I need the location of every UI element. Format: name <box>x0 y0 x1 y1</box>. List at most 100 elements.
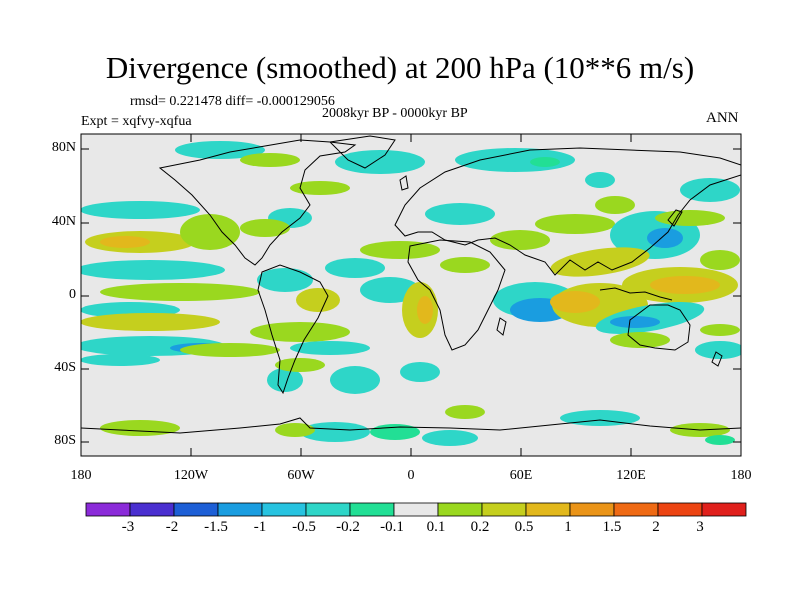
anomaly-region <box>290 181 350 195</box>
experiment-label: Expt = xqfvy-xqfua <box>81 114 192 129</box>
colorbar-swatch <box>525 502 571 517</box>
colorbar-label: -1 <box>253 519 267 535</box>
anomaly-region <box>180 214 240 250</box>
coastline-south-america <box>257 264 329 395</box>
coastline-new-zealand <box>711 351 723 367</box>
x-tick-label: 180 <box>730 468 752 483</box>
colorbar-label: 1 <box>564 519 572 535</box>
anomaly-region <box>100 283 260 301</box>
anomaly-region <box>610 316 660 328</box>
anomaly-region <box>417 296 433 324</box>
anomaly-region <box>647 228 683 248</box>
y-tick-label: 80N <box>51 140 76 155</box>
anomaly-region <box>335 150 425 174</box>
colorbar-swatch <box>173 502 219 517</box>
period-label: 2008kyr BP - 0000kyr BP <box>322 106 468 121</box>
anomaly-region <box>300 422 370 442</box>
colorbar-label: 1.5 <box>602 519 622 535</box>
anomaly-region <box>240 219 290 237</box>
y-ticks <box>81 148 741 443</box>
colorbar-swatch <box>481 502 527 517</box>
coastline-uk <box>399 175 409 191</box>
colorbar-label: 2 <box>652 519 660 535</box>
coastline-antarctica <box>81 417 741 434</box>
anomaly-region <box>267 368 303 392</box>
colorbar-swatch <box>569 502 615 517</box>
anomaly-region <box>275 423 315 437</box>
colorbar-swatch <box>217 502 263 517</box>
colorbar-label: -0.1 <box>380 519 404 535</box>
coastline-north-america <box>158 139 357 266</box>
x-tick-label: 60W <box>287 468 315 483</box>
coastline-indonesia <box>599 287 673 301</box>
y-tick-label: 40S <box>54 360 76 375</box>
anomaly-region <box>705 435 735 445</box>
anomaly-region <box>296 288 340 312</box>
anomaly-region <box>100 236 150 248</box>
anomaly-region <box>290 341 370 355</box>
coastline-madagascar <box>496 317 507 336</box>
anomaly-region <box>175 141 265 159</box>
colorbar-label: -3 <box>121 519 135 535</box>
anomaly-region <box>425 203 495 225</box>
anomaly-region <box>81 260 225 280</box>
anomaly-region <box>535 214 615 234</box>
colorbar-label: -1.5 <box>204 519 228 535</box>
x-tick-label: 120E <box>616 468 646 483</box>
colorbar-label: 0.2 <box>470 519 490 535</box>
coastline-australia <box>627 304 691 351</box>
colorbar-label: 3 <box>696 519 704 535</box>
y-tick-label: 40N <box>51 214 76 229</box>
anomaly-region <box>700 324 740 336</box>
x-tick-label: 0 <box>407 468 415 483</box>
anomaly-region <box>422 430 478 446</box>
anomaly-region <box>595 196 635 214</box>
x-tick-label: 120W <box>173 468 209 483</box>
anomaly-region <box>695 341 741 359</box>
anomaly-region <box>325 258 385 278</box>
anomaly-region <box>530 157 560 167</box>
anomaly-region <box>650 276 720 294</box>
x-tick-label: 180 <box>70 468 92 483</box>
colorbar-swatch <box>393 502 439 517</box>
coastlines <box>81 135 741 434</box>
x-tick-label: 60E <box>509 468 533 483</box>
anomaly-region <box>610 332 670 348</box>
y-tick-label: 0 <box>69 287 76 302</box>
y-tick-label: 80S <box>54 433 76 448</box>
coastline-japan <box>667 209 683 227</box>
anomaly-region <box>400 362 440 382</box>
colorbar-swatch <box>85 502 131 517</box>
anomaly-region <box>81 201 200 219</box>
colorbar-swatch <box>657 502 703 517</box>
anomaly-region <box>250 322 350 342</box>
colorbar-label: 0.5 <box>514 519 534 535</box>
colorbar-swatch <box>305 502 351 517</box>
stats-label: rmsd= 0.221478 diff= -0.000129056 <box>130 94 335 109</box>
anomaly-region <box>275 358 325 372</box>
anomaly-region <box>655 210 725 226</box>
coastline-africa <box>407 239 506 351</box>
colorbar-swatch <box>613 502 659 517</box>
colorbar-swatch <box>261 502 307 517</box>
colorbar-label: -0.2 <box>336 519 360 535</box>
anomaly-region <box>550 247 650 277</box>
x-ticks <box>80 134 742 456</box>
colorbar-label: 0.1 <box>426 519 446 535</box>
colorbar-swatch <box>701 502 747 517</box>
colorbar <box>85 502 747 517</box>
anomaly-region <box>81 313 220 331</box>
anomaly-region <box>440 257 490 273</box>
colorbar-swatch <box>437 502 483 517</box>
anomaly-region <box>180 343 280 357</box>
anomaly-region <box>240 153 300 167</box>
divergence-field <box>81 135 741 446</box>
colorbar-label: -0.5 <box>292 519 316 535</box>
anomaly-region <box>550 291 600 313</box>
plot-title: Divergence (smoothed) at 200 hPa (10**6 … <box>105 50 695 85</box>
coastline-greenland <box>328 135 396 169</box>
anomaly-region <box>680 178 740 202</box>
anomaly-region <box>360 241 440 259</box>
anomaly-region <box>490 230 550 250</box>
